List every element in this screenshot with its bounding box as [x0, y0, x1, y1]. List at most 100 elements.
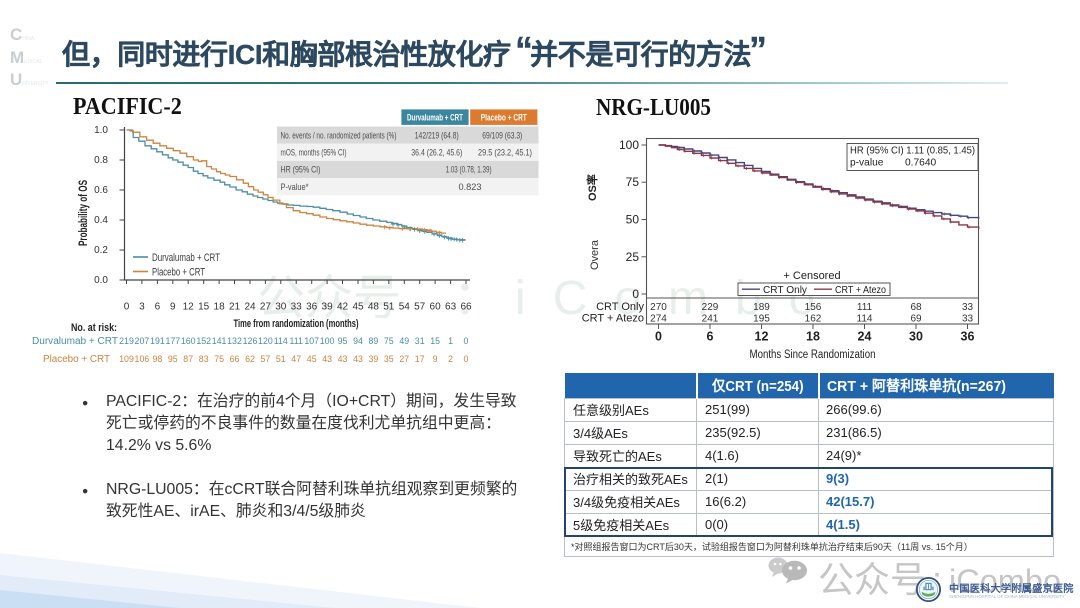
svg-text:132: 132 — [227, 336, 242, 346]
svg-text:30: 30 — [909, 330, 923, 344]
svg-text:54: 54 — [399, 302, 411, 313]
svg-text:33: 33 — [291, 302, 303, 313]
svg-text:Placebo + CRT: Placebo + CRT — [43, 354, 110, 365]
svg-text:33: 33 — [962, 314, 974, 325]
svg-text:177: 177 — [165, 336, 180, 346]
svg-text:69/109 (63.3): 69/109 (63.3) — [482, 130, 522, 141]
svg-text:75: 75 — [626, 175, 640, 189]
svg-text:15: 15 — [430, 336, 440, 346]
svg-text:45: 45 — [352, 302, 364, 313]
svg-text:270: 270 — [650, 302, 667, 313]
svg-text:120: 120 — [258, 336, 273, 346]
svg-text:51: 51 — [383, 302, 395, 313]
svg-text:24: 24 — [858, 330, 872, 344]
svg-text:141: 141 — [212, 336, 227, 346]
svg-text:36: 36 — [306, 302, 318, 313]
svg-text:229: 229 — [702, 302, 719, 313]
svg-text:162: 162 — [805, 314, 822, 325]
svg-text:83: 83 — [199, 354, 209, 364]
svg-text:18: 18 — [806, 330, 820, 344]
svg-text:Placebo + CRT: Placebo + CRT — [152, 267, 205, 279]
svg-text:0: 0 — [464, 354, 469, 364]
svg-text:111: 111 — [290, 336, 303, 346]
svg-text:9: 9 — [170, 302, 176, 313]
svg-text:0.6: 0.6 — [94, 185, 108, 196]
svg-text:51: 51 — [276, 354, 286, 364]
svg-text:160: 160 — [181, 336, 196, 346]
svg-text:195: 195 — [753, 314, 770, 325]
svg-text:0.7640: 0.7640 — [905, 158, 936, 169]
svg-text:274: 274 — [650, 314, 667, 325]
svg-text:0: 0 — [124, 302, 130, 313]
svg-text:mOS, months (95% CI): mOS, months (95% CI) — [281, 148, 347, 159]
svg-text:12: 12 — [755, 330, 769, 344]
svg-text:126: 126 — [243, 336, 258, 346]
svg-text:75: 75 — [384, 336, 394, 346]
svg-text:0.4: 0.4 — [94, 215, 108, 226]
svg-text:HR (95% CI) 1.11 (0.85, 1.45): HR (95% CI) 1.11 (0.85, 1.45) — [850, 146, 975, 157]
svg-text:31: 31 — [415, 336, 425, 346]
svg-text:12: 12 — [183, 302, 195, 313]
svg-text:29.5 (23.2, 45.1): 29.5 (23.2, 45.1) — [478, 148, 532, 159]
svg-text:98: 98 — [153, 354, 163, 364]
svg-text:P-value*: P-value* — [281, 182, 309, 193]
svg-text:0.0: 0.0 — [94, 275, 108, 286]
svg-text:1.0: 1.0 — [94, 125, 108, 136]
svg-text:0: 0 — [655, 330, 662, 344]
svg-text:39: 39 — [369, 354, 379, 364]
svg-text:107: 107 — [304, 336, 319, 346]
svg-text:18: 18 — [214, 302, 226, 313]
svg-text:Time from randomization (month: Time from randomization (months) — [234, 318, 359, 330]
svg-text:Probability of OS: Probability of OS — [78, 180, 90, 246]
svg-text:Placebo + CRT: Placebo + CRT — [481, 112, 527, 123]
svg-text:6: 6 — [707, 330, 714, 344]
svg-text:Durvalumab + CRT: Durvalumab + CRT — [152, 252, 220, 264]
svg-text:142/219 (64.8): 142/219 (64.8) — [415, 130, 459, 141]
svg-text:207: 207 — [135, 336, 150, 346]
svg-text:25: 25 — [626, 250, 640, 264]
svg-text:39: 39 — [322, 302, 334, 313]
svg-text:95: 95 — [168, 354, 178, 364]
svg-text:21: 21 — [229, 302, 241, 313]
svg-text:60: 60 — [430, 302, 442, 313]
svg-text:2: 2 — [448, 354, 453, 364]
svg-text:156: 156 — [805, 302, 822, 313]
svg-text:15: 15 — [198, 302, 210, 313]
svg-text:114: 114 — [857, 314, 873, 325]
svg-text:30: 30 — [275, 302, 287, 313]
svg-text:57: 57 — [261, 354, 271, 364]
svg-text:OS率: OS率 — [585, 174, 599, 201]
svg-text:241: 241 — [702, 314, 719, 325]
svg-text:0.8: 0.8 — [94, 155, 108, 166]
svg-text:43: 43 — [338, 354, 348, 364]
svg-text:27: 27 — [399, 354, 409, 364]
svg-text:189: 189 — [753, 302, 770, 313]
svg-text:0: 0 — [632, 287, 639, 301]
svg-text:Overa: Overa — [589, 239, 601, 270]
svg-text:87: 87 — [183, 354, 193, 364]
svg-text:CRT Only: CRT Only — [763, 285, 808, 296]
svg-text:62: 62 — [245, 354, 255, 364]
svg-text:1: 1 — [448, 336, 453, 346]
svg-text:95: 95 — [338, 336, 348, 346]
svg-text:219: 219 — [119, 336, 134, 346]
svg-text:191: 191 — [150, 336, 165, 346]
svg-text:CRT + Atezo: CRT + Atezo — [835, 285, 886, 296]
svg-text:36.4 (26.2, 45.6): 36.4 (26.2, 45.6) — [411, 148, 462, 159]
svg-text:49: 49 — [399, 336, 409, 346]
svg-text:27: 27 — [260, 302, 272, 313]
svg-text:47: 47 — [291, 354, 301, 364]
svg-text:3: 3 — [139, 302, 145, 313]
svg-text:43: 43 — [322, 354, 332, 364]
svg-text:100: 100 — [320, 336, 335, 346]
svg-text:69: 69 — [910, 314, 922, 325]
svg-text:68: 68 — [910, 302, 922, 313]
svg-text:50: 50 — [626, 213, 640, 227]
svg-text:0.2: 0.2 — [94, 245, 108, 256]
svg-text:57: 57 — [414, 302, 426, 313]
svg-text:Durvalumab + CRT: Durvalumab + CRT — [32, 336, 118, 347]
svg-text:CRT + Atezo: CRT + Atezo — [582, 313, 644, 325]
svg-text:45: 45 — [307, 354, 317, 364]
svg-text:89: 89 — [369, 336, 379, 346]
svg-text:35: 35 — [384, 354, 394, 364]
